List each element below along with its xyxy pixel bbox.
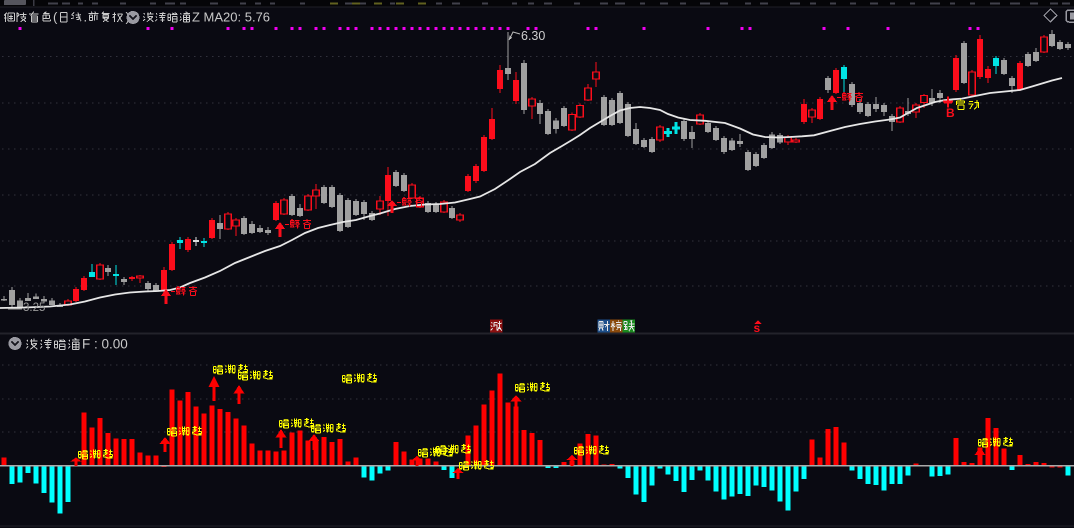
svg-text:B: B <box>946 106 955 120</box>
svg-text:(: ( <box>53 10 58 25</box>
svg-text:F : 0.00: F : 0.00 <box>82 337 128 352</box>
svg-text:.: . <box>84 10 88 25</box>
svg-text:6.30: 6.30 <box>521 29 545 43</box>
svg-text:s: s <box>754 321 761 335</box>
svg-text:3.25: 3.25 <box>23 302 45 314</box>
svg-text:Z MA20: 5.76: Z MA20: 5.76 <box>192 10 270 25</box>
